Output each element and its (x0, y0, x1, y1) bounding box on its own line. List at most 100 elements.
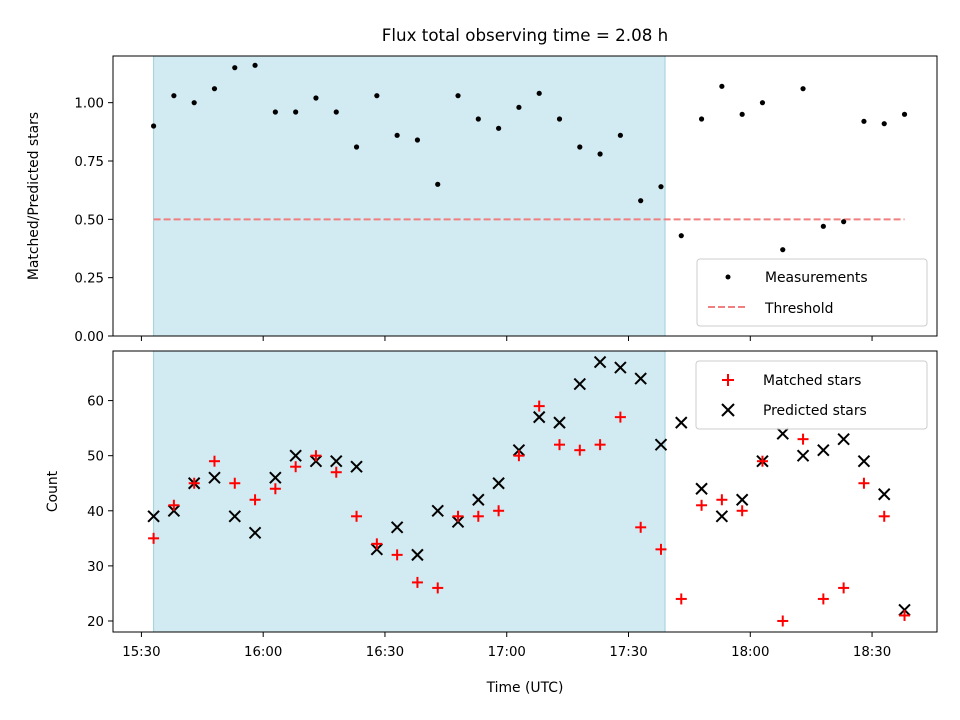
measurement-point (678, 233, 684, 239)
matched-star-point (554, 439, 566, 451)
measurement-point (516, 104, 522, 110)
predicted-star-point (735, 493, 749, 506)
predicted-star-point (147, 510, 160, 523)
matched-star-point (249, 494, 261, 506)
top-y-tick-label: 1.00 (74, 97, 104, 112)
matched-star-point (614, 411, 626, 423)
matched-star-point (574, 444, 586, 456)
measurement-point (556, 116, 563, 122)
top-y-tick-label: 0.00 (74, 330, 104, 345)
measurement-point (536, 90, 542, 96)
measurement-point (780, 247, 786, 253)
matched-star-point (838, 582, 850, 594)
predicted-star-point (695, 482, 708, 495)
measurement-point (293, 109, 299, 115)
matched-star-point (208, 455, 220, 467)
bottom-y-axis-label: Count (45, 470, 61, 512)
top-legend-box (696, 258, 928, 327)
x-tick-label: 16:30 (366, 645, 404, 660)
x-tick-label: 18:00 (731, 645, 769, 660)
legend-measurements-marker (725, 274, 731, 280)
chart-title: Flux total observing time = 2.08 h (382, 25, 668, 45)
matched-star-point (655, 543, 667, 555)
matched-star-point (411, 576, 423, 588)
matched-star-point (635, 521, 647, 533)
matched-star-point (148, 532, 160, 544)
matched-star-point (533, 400, 545, 412)
predicted-star-point (715, 510, 729, 523)
bottom-y-axis-ticks: 20 30 40 50 60 (87, 395, 113, 630)
measurement-point (739, 111, 745, 117)
top-y-tick-label: 0.75 (74, 155, 104, 170)
matched-star-point (432, 582, 444, 594)
legend-threshold-label: Threshold (764, 301, 833, 317)
matched-star-point (310, 450, 322, 462)
measurement-point (232, 65, 238, 71)
measurement-point (841, 219, 847, 225)
matched-star-point (391, 549, 403, 561)
matched-star-point (797, 433, 809, 445)
top-observing-span (153, 55, 666, 337)
predicted-star-point (776, 427, 789, 440)
matched-star-point (696, 499, 708, 511)
bottom-y-tick-label: 50 (87, 450, 104, 465)
matched-star-point (777, 615, 789, 627)
measurement-point (150, 123, 157, 129)
top-y-tick-label: 0.50 (74, 213, 104, 228)
matched-star-point (229, 477, 241, 489)
predicted-star-point (431, 504, 444, 517)
predicted-star-point (309, 454, 323, 468)
legend-predicted-label: Predicted stars (763, 403, 867, 419)
matched-star-point (330, 466, 342, 478)
top-y-tick-label: 0.25 (74, 272, 104, 287)
predicted-star-point (512, 443, 526, 457)
matched-star-point (878, 510, 890, 522)
matched-star-point (675, 593, 687, 605)
predicted-star-point (350, 460, 363, 473)
x-tick-label: 16:00 (244, 645, 282, 660)
predicted-star-point (553, 416, 566, 429)
matched-star-point (493, 505, 505, 517)
matched-star-point (452, 510, 464, 522)
predicted-star-point (654, 438, 668, 451)
measurement-point (759, 100, 766, 106)
predicted-star-point (289, 449, 302, 462)
bottom-y-tick-label: 30 (87, 560, 104, 575)
top-panel: 0.00 0.25 0.50 0.75 1.00 Matched/Predicted s… (26, 55, 938, 345)
top-y-axis-label: Matched/Predicted stars (26, 112, 42, 280)
x-tick-label: 17:30 (609, 645, 647, 660)
matched-star-point (756, 455, 768, 467)
measurement-points (150, 62, 908, 253)
predicted-star-point (492, 477, 505, 490)
measurement-point (252, 62, 258, 68)
measurement-point (698, 116, 705, 122)
measurement-point (272, 109, 278, 115)
measurement-point (414, 137, 421, 143)
measurement-point (617, 132, 623, 138)
matched-star-point (817, 593, 829, 605)
predicted-star-point (593, 355, 607, 369)
matched-star-point (188, 477, 200, 489)
matched-star-point (371, 538, 383, 550)
measurement-point (333, 109, 339, 115)
measurement-point (638, 198, 644, 204)
top-y-axis-ticks: 0.00 0.25 0.50 0.75 1.00 (74, 97, 113, 345)
predicted-star-point (228, 510, 241, 523)
predicted-star-point (390, 521, 404, 534)
matched-star-point (594, 439, 606, 451)
legend-matched-label: Matched stars (763, 373, 861, 389)
predicted-star-point (614, 361, 627, 374)
measurement-point (394, 132, 400, 138)
measurement-point (455, 93, 461, 99)
legend-matched-marker (722, 374, 734, 386)
bottom-axes-frame (112, 350, 938, 633)
measurement-point (901, 111, 908, 117)
measurement-point (313, 95, 319, 101)
predicted-star-point (634, 372, 647, 385)
measurement-point (719, 83, 725, 89)
measurement-point (597, 151, 603, 157)
measurement-point (211, 86, 218, 92)
x-tick-label: 18:30 (853, 645, 891, 660)
predicted-star-point (167, 504, 181, 517)
